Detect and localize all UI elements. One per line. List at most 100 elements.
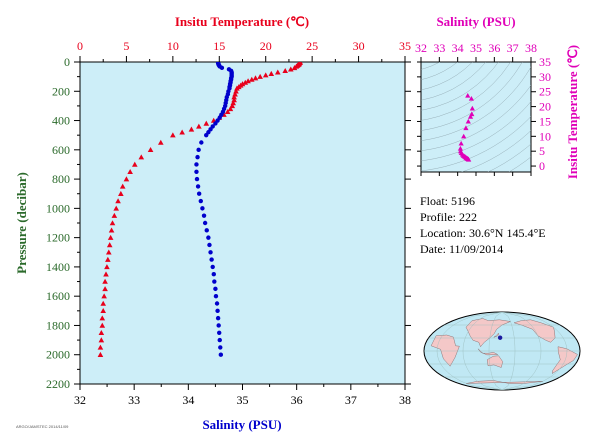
density-contour-line — [421, 62, 441, 70]
temperature-point — [111, 212, 118, 218]
temperature-point — [287, 66, 294, 72]
ts-point — [457, 145, 464, 151]
temperature-point — [100, 308, 107, 314]
temperature-point — [97, 351, 104, 357]
salinity-point — [204, 228, 209, 233]
temperature-point — [123, 176, 130, 182]
pressure-tick-label: 0 — [64, 55, 70, 69]
salinity-point — [201, 213, 207, 218]
temperature-point — [262, 72, 269, 78]
salinity-axis-ticks: 32 33 34 35 36 37 38 — [74, 384, 411, 407]
temperature-tick-label: 5 — [123, 39, 129, 53]
salinity-tick-label: 33 — [128, 393, 140, 407]
temperature-point — [248, 76, 255, 82]
map-meridian — [488, 312, 503, 390]
pressure-tick-label: 2200 — [46, 377, 70, 391]
temperature-point — [97, 344, 104, 350]
pressure-tick-label: 1400 — [46, 260, 70, 274]
salinity-tick-label: 35 — [237, 393, 249, 407]
temperature-point — [105, 256, 111, 262]
temperature-point — [224, 108, 231, 115]
world-map — [423, 311, 581, 391]
pressure-tick-label: 2000 — [46, 348, 70, 362]
temperature-point — [106, 242, 113, 248]
temperature-point — [245, 78, 251, 84]
temperature-point — [105, 249, 112, 255]
ts-temperature-tick-label: 10 — [539, 129, 551, 143]
salinity-point — [198, 198, 203, 204]
ts-temperature-tick-label: 35 — [539, 55, 551, 69]
salinity-tick-label: 36 — [291, 393, 303, 407]
salinity-point — [200, 206, 205, 211]
pressure-tick-label: 200 — [52, 84, 70, 98]
salinity-point — [195, 184, 201, 189]
temperature-point — [99, 315, 106, 321]
land-shape — [486, 355, 504, 368]
temperature-point — [157, 139, 164, 145]
ts-point — [467, 114, 474, 119]
temperature-point — [188, 126, 195, 132]
salinity-point — [218, 352, 224, 357]
temperature-point — [257, 73, 263, 79]
temperature-axis-title: Insitu Temperature (℃) — [175, 14, 309, 29]
salinity-point — [215, 315, 221, 321]
temperature-tick-label: 25 — [306, 39, 318, 53]
temperature-point — [268, 70, 275, 76]
salinity-point — [209, 257, 214, 262]
salinity-point — [212, 279, 217, 284]
profile-points — [97, 62, 303, 357]
ts-plot-area — [420, 61, 532, 173]
date-text: Date: 11/09/2014 — [420, 242, 504, 256]
salinity-point — [213, 286, 218, 292]
temperature-point — [242, 79, 249, 85]
pressure-axis-ticks: 0 200 400 600 800 1000 1200 1400 1600 1800 2000 220… — [46, 55, 411, 391]
temperature-point — [131, 161, 138, 167]
salinity-point — [199, 140, 204, 145]
salinity-axis-title: Salinity (PSU) — [202, 417, 281, 432]
salinity-point — [214, 301, 220, 306]
ts-salinity-axis-title: Salinity (PSU) — [436, 14, 515, 29]
salinity-point — [217, 337, 222, 343]
salinity-point — [195, 154, 200, 160]
temperature-point — [99, 322, 106, 328]
ts-salinity-tick-label: 35 — [470, 41, 482, 55]
salinity-point — [213, 121, 218, 126]
temperature-tick-label: 0 — [77, 39, 83, 53]
salinity-point — [213, 293, 219, 299]
pressure-tick-label: 1000 — [46, 201, 70, 215]
ts-temperature-tick-label: 25 — [539, 85, 551, 99]
ts-point — [465, 92, 471, 98]
salinity-point — [211, 272, 216, 277]
temperature-point — [252, 75, 259, 81]
salinity-point — [210, 264, 215, 270]
profile-plot-area — [79, 61, 406, 385]
pressure-tick-label: 400 — [52, 114, 70, 128]
float-id-text: Float: 5196 — [420, 194, 476, 208]
temperature-point — [103, 271, 109, 277]
ts-salinity-tick-label: 34 — [452, 41, 464, 55]
ts-salinity-tick-label: 37 — [507, 41, 519, 55]
temperature-point — [113, 205, 120, 211]
temperature-point — [100, 300, 107, 306]
pressure-axis-title: Pressure (decibar) — [14, 172, 29, 274]
temperature-point — [107, 234, 114, 240]
ts-point — [465, 118, 471, 124]
pressure-tick-label: 600 — [52, 143, 70, 157]
pressure-tick-label: 1800 — [46, 318, 70, 332]
temperature-axis-ticks: 0 5 10 15 20 25 30 35 — [77, 39, 411, 62]
temperature-point — [138, 154, 145, 160]
location-text: Location: 30.6°N 145.4°E — [420, 226, 546, 240]
ts-temperature-axis-title: Insitu Temperature (℃) — [565, 45, 580, 179]
temperature-tick-label: 20 — [260, 39, 272, 53]
pressure-tick-label: 1600 — [46, 289, 70, 303]
temperature-point — [274, 69, 281, 75]
map-meridian — [501, 312, 542, 390]
temperature-point — [115, 198, 121, 204]
salinity-point — [208, 250, 213, 255]
float-location-marker — [497, 335, 503, 340]
ts-salinity-tick-label: 38 — [525, 41, 537, 55]
ts-salinity-tick-label: 33 — [433, 41, 445, 55]
temperature-point — [227, 106, 234, 112]
